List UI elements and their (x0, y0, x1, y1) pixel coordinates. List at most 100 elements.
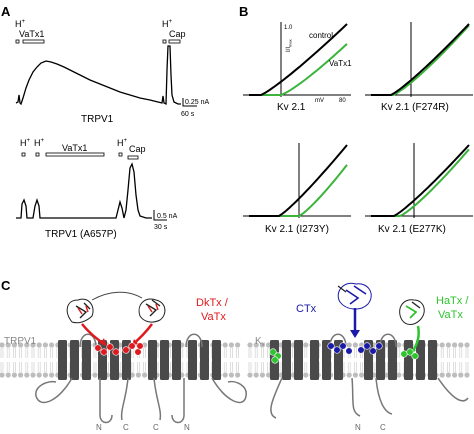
lipid-head (439, 342, 445, 348)
dktx-binding-residues (94, 342, 144, 356)
dktx-residue (112, 348, 120, 356)
trace2-vatx-bar (45, 152, 105, 157)
trpv1-n-terminus-right (171, 378, 185, 424)
lipid-head (303, 342, 309, 348)
trace2-h2-label: H+ (34, 138, 45, 148)
transmembrane-helix (212, 340, 221, 380)
lipid-head (383, 372, 389, 378)
panel-b-letter: B (239, 4, 248, 19)
kv-toxin-curve (249, 43, 348, 96)
hatx-toxin (399, 299, 425, 325)
lipid-head (458, 372, 464, 378)
hatx-binding-residues (269, 348, 419, 364)
lipid-head (396, 342, 402, 348)
lipid-head (266, 372, 272, 378)
ctx-residue (357, 346, 365, 354)
ctx-residue (363, 342, 371, 350)
hatx-label-line1: HaTx / (436, 295, 469, 307)
trace1-cap-bar (168, 39, 181, 44)
trpv1-c-label: C (123, 423, 129, 432)
lipid-head (452, 342, 458, 348)
legend-control: control (309, 31, 333, 40)
dktx-label-line1: DkTx / (196, 297, 229, 309)
dktx-linker (91, 291, 143, 301)
kv-transmembrane-helices (270, 340, 437, 380)
lipid-head (346, 342, 352, 348)
lipid-head (235, 372, 241, 378)
kv-c-tail-right (375, 377, 393, 415)
dktx-residue (136, 342, 144, 350)
dktx-residue (122, 346, 130, 354)
kv-control-curve (249, 144, 348, 217)
lipid-head (439, 372, 445, 378)
trace2-scale-y: 0.5 nA (157, 213, 178, 220)
panel-a-letter: A (1, 4, 11, 19)
hatx-residue (400, 350, 408, 358)
hatx-residue (271, 356, 279, 364)
trace1-scale-x: 60 s (181, 111, 195, 118)
lipid-head (359, 342, 365, 348)
lipid-head (36, 342, 42, 348)
lipid-head (253, 372, 259, 378)
ctx-arrow-head (350, 330, 360, 338)
lipid-head (228, 342, 234, 348)
dktx-residue (100, 348, 108, 356)
kv-toxin-curve (371, 148, 470, 217)
lipid-head (142, 372, 148, 378)
lipid-head (30, 372, 36, 378)
kv-control-curve (371, 144, 470, 217)
transmembrane-helix (310, 340, 319, 380)
lipid-head (359, 372, 365, 378)
trpv1-loop-right (211, 377, 247, 404)
lipid-head (11, 372, 17, 378)
panel-a: A H+ VaTx1 H+ Cap 0.25 nA 60 s TRPV1 H+ … (1, 4, 209, 240)
lipid-head (253, 342, 259, 348)
trpv1-pore-loop-1 (79, 333, 97, 348)
lipid-head (383, 342, 389, 348)
kv-control-curve (249, 23, 348, 96)
trace2-scale-x: 30 s (154, 224, 168, 231)
lipid-head (458, 342, 464, 348)
lipid-head (247, 342, 253, 348)
trace2-label: TRPV1 (A657P) (45, 229, 117, 240)
transmembrane-helix (58, 340, 67, 380)
lipid-head (49, 372, 55, 378)
lipid-head (24, 372, 30, 378)
transmembrane-helix (416, 340, 425, 380)
kv-n-terminus (270, 377, 283, 419)
trpv1-pore-loop-2 (185, 333, 203, 348)
kv-plot-label: Kv 2.1 (E277K) (378, 224, 446, 235)
trace2-h1-bar (21, 152, 26, 157)
trpv1-channel-label: TRPV1 (4, 336, 37, 347)
trace2-h3-bar (118, 152, 123, 157)
lipid-head (24, 342, 30, 348)
lipid-head (445, 342, 451, 348)
lipid-head (228, 372, 234, 378)
transmembrane-helix (322, 340, 331, 380)
lipid-head (452, 372, 458, 378)
transmembrane-helix (428, 340, 437, 380)
trace1-cap-label: Cap (169, 29, 186, 39)
transmembrane-helix (82, 340, 91, 380)
trpv1-n-label: N (96, 423, 102, 432)
trace2-cap-label: Cap (129, 144, 146, 154)
panel-b: B Kv 2.1 Kv 2.1 (F274R)Kv 2.1 (I273Y) Kv 2… (239, 4, 473, 235)
hatx-residue (269, 348, 277, 356)
ctx-residue (333, 346, 341, 354)
trace2-h1-label: H+ (20, 138, 31, 148)
lipid-head (346, 372, 352, 378)
lipid-head (42, 342, 49, 348)
transmembrane-helix (172, 340, 181, 380)
lipid-head (464, 342, 470, 348)
dktx-residue (94, 344, 102, 352)
lipid-head (0, 342, 5, 348)
kv-channel-label: Kv (255, 336, 265, 348)
kv-plot-label: Kv 2.1 (F274R) (381, 102, 449, 113)
kv-c-label: C (380, 423, 386, 432)
kv-plots: Kv 2.1 Kv 2.1 (F274R) Kv 2.1 (I273Y) Kv 2.1… (243, 22, 473, 235)
lipid-head (222, 342, 228, 348)
legend-toxin: VaTx1 (329, 59, 352, 68)
trace2-h3-label: H+ (117, 138, 128, 148)
